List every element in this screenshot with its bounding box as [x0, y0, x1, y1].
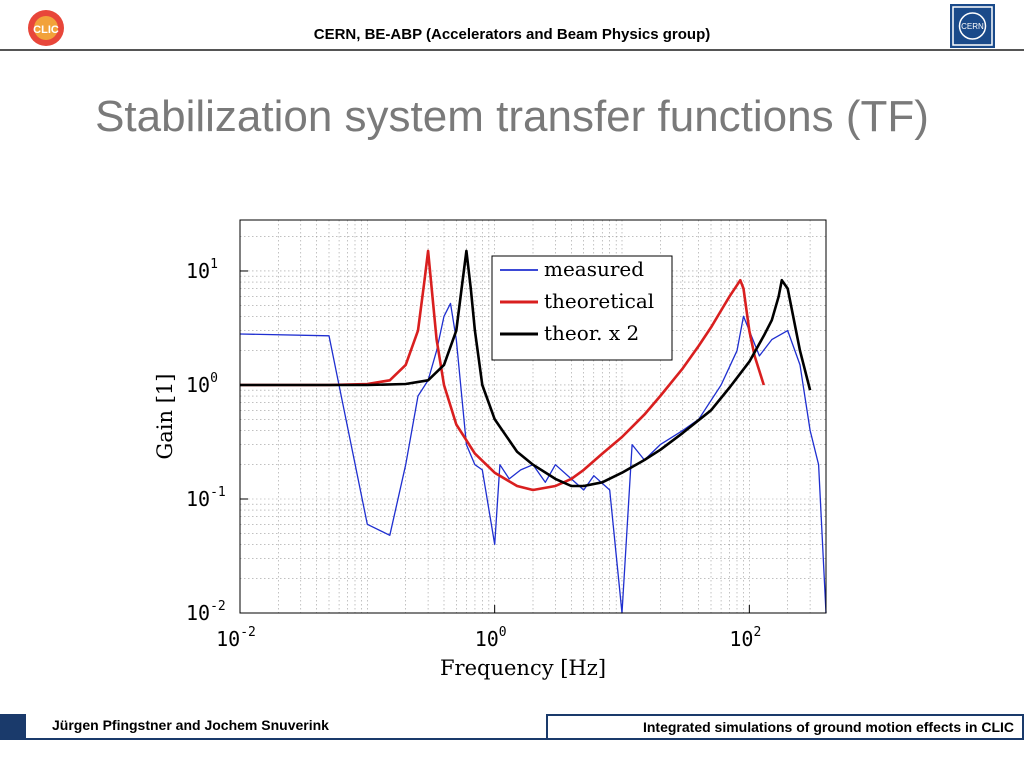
plot-frame — [239, 219, 827, 614]
clic-logo-text: CLIC — [33, 24, 59, 36]
legend-label: theor. x 2 — [544, 321, 639, 345]
footer-authors-box: Jürgen Pfingstner and Jochem Snuverink — [26, 714, 546, 740]
series-line-3 — [240, 249, 812, 488]
x-tick-label: 10-2 — [216, 625, 256, 651]
y-tick-label: 100 — [186, 371, 218, 397]
y-tick-exponent: -2 — [210, 599, 226, 614]
slide-header: CLIC CERN, BE-ABP (Accelerators and Beam… — [0, 0, 1024, 52]
footer-talk-title-box: Integrated simulations of ground motion … — [546, 714, 1024, 740]
x-tick-label: 100 — [475, 625, 507, 651]
footer-accent-block — [0, 714, 26, 740]
cern-logo-text: CERN — [961, 22, 984, 31]
page-title: Stabilization system transfer functions … — [95, 92, 929, 141]
x-tick-label: 102 — [729, 625, 761, 651]
cern-logo-icon: CERN — [950, 4, 995, 48]
y-tick-exponent: 0 — [210, 371, 218, 386]
y-tick-label: 101 — [186, 257, 218, 283]
header-text: CERN, BE-ABP (Accelerators and Beam Phys… — [313, 26, 711, 43]
x-tick-exponent: 0 — [499, 625, 507, 640]
y-tick-exponent: 1 — [210, 257, 218, 272]
footer-authors: Jürgen Pfingstner and Jochem Snuverink — [52, 717, 329, 733]
y-tick-exponent: -1 — [210, 485, 226, 500]
clic-logo-icon: CLIC — [26, 8, 66, 48]
legend-box — [491, 255, 673, 361]
y-tick-label: 10-2 — [186, 599, 226, 625]
y-axis-label: Gain [1] — [153, 374, 177, 460]
series-layer — [239, 249, 827, 614]
chart-container: 10-2 100 102 101 100 10-1 10-2 Frequency [Hz] … — [140, 210, 840, 695]
legend-label: measured — [544, 257, 644, 281]
y-tick-label: 10-1 — [186, 485, 226, 511]
x-tick-exponent: 2 — [753, 625, 761, 640]
chart-legend: measured theoretical theor. x 2 — [491, 255, 673, 361]
footer-talk-title: Integrated simulations of ground motion … — [642, 719, 1014, 735]
x-axis-label: Frequency [Hz] — [440, 656, 606, 680]
header-divider — [0, 49, 1024, 51]
x-tick-exponent: -2 — [240, 625, 256, 640]
legend-label: theoretical — [544, 289, 654, 313]
